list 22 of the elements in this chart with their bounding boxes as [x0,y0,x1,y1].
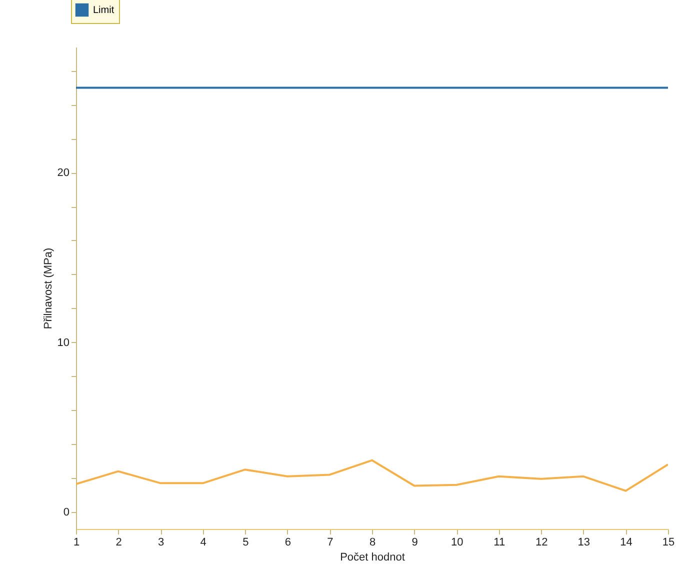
x-tick-label: 10 [450,536,464,548]
x-tick-label: 1 [73,536,80,548]
legend-label: Limit [93,5,114,16]
x-tick-label: 5 [242,536,249,548]
x-tick-label: 12 [536,536,548,548]
x-tick-label: 6 [284,536,291,548]
x-axis-title: Počet hodnot [340,552,405,564]
x-tick-label: 7 [327,536,334,548]
line-series [76,459,668,492]
y-axis-title: Přilnavost (MPa) [42,248,54,330]
x-tick-label: 8 [369,536,376,548]
x-tick-label: 15 [662,536,675,548]
x-tick-label: 14 [620,536,632,548]
x-tick-label: 11 [494,536,506,548]
x-tick-label: 3 [158,536,164,548]
y-tick-label: 10 [57,336,70,349]
x-tick-label: 13 [578,536,590,548]
x-tick-label: 4 [200,536,206,548]
y-tick-label: 20 [57,167,70,180]
y-tick-label: 0 [63,506,70,519]
x-tick-label: 2 [116,536,122,548]
x-tick-label: 9 [412,536,418,548]
